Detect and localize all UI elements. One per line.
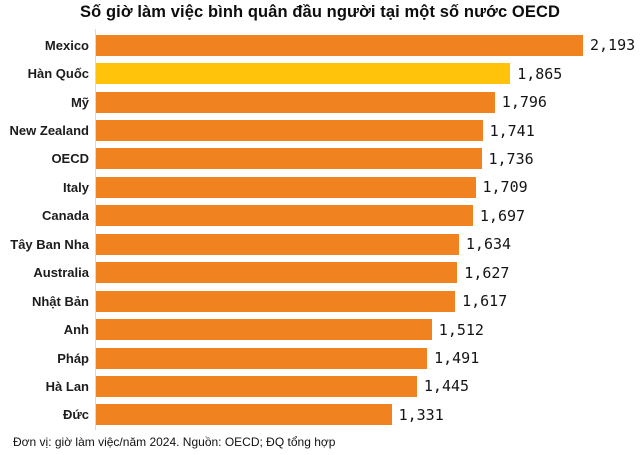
bar-row: Italy 1,709: [0, 173, 640, 201]
bar: [96, 319, 432, 341]
bar: [96, 176, 476, 198]
category-label: Pháp: [57, 350, 89, 366]
category-label: Hà Lan: [45, 378, 89, 394]
category-label: Australia: [33, 265, 89, 281]
bar: [96, 290, 456, 312]
bar: [96, 120, 483, 142]
value-label: 1,697: [479, 206, 526, 225]
page-title: Số giờ làm việc bình quân đầu người tại …: [80, 3, 560, 21]
footer-note: Đơn vị: giờ làm việc/năm 2024. Nguồn: OE…: [13, 435, 336, 449]
bar: [96, 205, 473, 227]
value-label: 1,627: [464, 263, 510, 282]
value-label: 1,617: [462, 292, 508, 311]
category-label: Đức: [62, 407, 89, 423]
value-label: 1,709: [482, 178, 528, 197]
bar-chart: Mexico 2,193 Hàn Quốc 1,865 Mỹ 1,796 New Zeala…: [0, 31, 640, 429]
bar: [96, 148, 482, 170]
value-label: 1,865: [517, 64, 563, 83]
bar: [96, 375, 417, 397]
value-label: 1,491: [434, 349, 480, 368]
bar-highlighted: [96, 63, 511, 85]
bar: [96, 404, 392, 426]
bar-row: Canada 1,697: [0, 202, 640, 230]
category-label: Italy: [62, 179, 89, 195]
category-label: OECD: [51, 151, 89, 167]
bar: [96, 34, 583, 56]
bar: [96, 91, 495, 113]
bar-row: Đức 1,331: [0, 401, 640, 429]
y-axis-line: [95, 29, 96, 430]
value-label: 1,445: [423, 377, 470, 396]
value-label: 1,741: [489, 121, 535, 140]
bar-row: Anh 1,512: [0, 315, 640, 343]
category-label: Mexico: [44, 37, 89, 53]
bar: [96, 233, 459, 255]
bar-row: Tây Ban Nha 1,634: [0, 230, 640, 258]
bar-row: OECD 1,736: [0, 145, 640, 173]
value-label: 2,193: [590, 36, 636, 55]
bar: [96, 262, 458, 284]
bar-row: Australia 1,627: [0, 259, 640, 287]
category-label: New Zealand: [9, 123, 89, 139]
category-label: Mỹ: [70, 94, 89, 110]
bar-row: Mỹ 1,796: [0, 88, 640, 116]
value-label: 1,736: [488, 149, 534, 168]
category-label: Canada: [42, 208, 89, 224]
value-label: 1,512: [438, 320, 484, 339]
bar-row: New Zealand 1,741: [0, 116, 640, 144]
value-label: 1,796: [501, 93, 547, 112]
bar: [96, 347, 428, 369]
bar-row: Pháp 1,491: [0, 344, 640, 372]
category-label: Tây Ban Nha: [10, 236, 89, 252]
bar-row: Mexico 2,193: [0, 31, 640, 59]
bar-row: Hà Lan 1,445: [0, 372, 640, 400]
value-label: 1,634: [465, 235, 512, 254]
bar-row: Nhật Bản 1,617: [0, 287, 640, 315]
category-label: Anh: [63, 322, 89, 338]
category-label: Hàn Quốc: [27, 66, 89, 82]
bar-row: Hàn Quốc 1,865: [0, 59, 640, 87]
value-label: 1,331: [398, 405, 444, 424]
category-label: Nhật Bản: [31, 293, 89, 309]
